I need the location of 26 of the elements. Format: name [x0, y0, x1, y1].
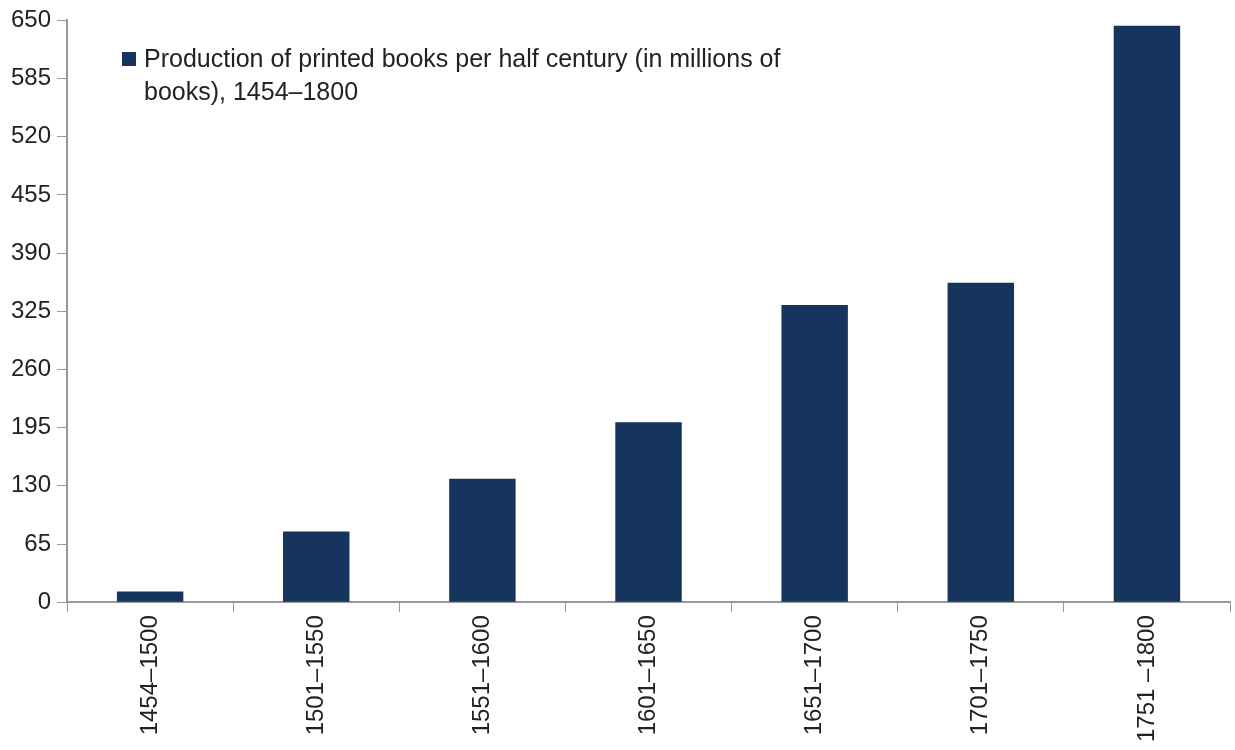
y-tick-label: 65 [24, 528, 52, 556]
legend-label: Production of printed books per half century (in millions of books), 1454–1800 [144, 43, 782, 107]
x-tick-label: 1601–1650 [633, 615, 661, 736]
x-tick-label: 1551–1600 [467, 615, 495, 736]
x-tick-label: 1701–1750 [965, 615, 993, 736]
x-tick-label: 1751 –1800 [1131, 615, 1159, 742]
bar [947, 282, 1015, 602]
y-tick-label: 0 [37, 586, 52, 614]
y-tick-label: 390 [11, 237, 52, 265]
bar [781, 305, 848, 602]
y-tick-label: 260 [11, 354, 52, 382]
bar [449, 478, 516, 602]
y-tick-label: 325 [11, 295, 52, 323]
y-tick-label: 520 [11, 121, 52, 149]
x-tick-label: 1454–1500 [134, 615, 162, 736]
bar [1113, 25, 1181, 602]
y-tick-label: 455 [11, 179, 52, 207]
bar [283, 531, 350, 602]
x-tick-label: 1501–1550 [300, 615, 328, 736]
y-tick-label: 195 [11, 412, 52, 440]
bar [116, 591, 184, 602]
bar [615, 422, 682, 602]
y-tick-label: 585 [11, 63, 52, 91]
y-tick-label: 650 [11, 5, 52, 33]
x-tick-label: 1651–1700 [799, 615, 827, 736]
y-tick-label: 130 [11, 470, 52, 498]
